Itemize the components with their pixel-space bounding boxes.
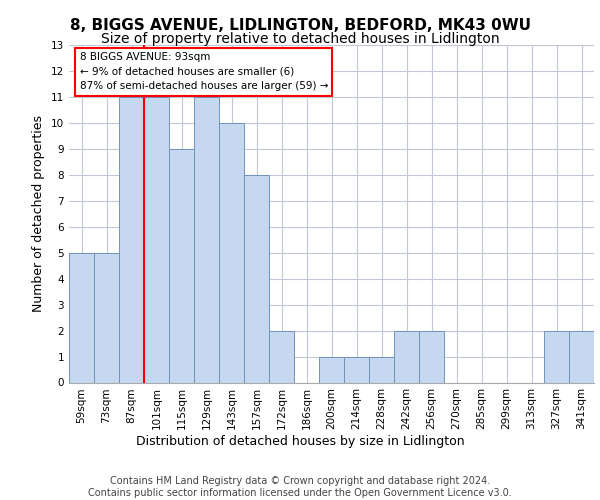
- Bar: [319, 356, 344, 382]
- Bar: [94, 252, 119, 382]
- Text: Size of property relative to detached houses in Lidlington: Size of property relative to detached ho…: [101, 32, 499, 46]
- Bar: [394, 330, 419, 382]
- Bar: [419, 330, 444, 382]
- Bar: [244, 175, 269, 382]
- Text: 8, BIGGS AVENUE, LIDLINGTON, BEDFORD, MK43 0WU: 8, BIGGS AVENUE, LIDLINGTON, BEDFORD, MK…: [70, 18, 530, 32]
- Bar: [69, 252, 94, 382]
- Bar: [219, 123, 244, 382]
- Text: Contains HM Land Registry data © Crown copyright and database right 2024.
Contai: Contains HM Land Registry data © Crown c…: [88, 476, 512, 498]
- Text: 8 BIGGS AVENUE: 93sqm
← 9% of detached houses are smaller (6)
87% of semi-detach: 8 BIGGS AVENUE: 93sqm ← 9% of detached h…: [79, 52, 328, 92]
- Bar: [119, 97, 144, 382]
- Bar: [369, 356, 394, 382]
- Bar: [144, 97, 169, 382]
- Bar: [344, 356, 369, 382]
- Bar: [569, 330, 594, 382]
- Bar: [269, 330, 294, 382]
- Bar: [194, 97, 219, 382]
- Text: Distribution of detached houses by size in Lidlington: Distribution of detached houses by size …: [136, 434, 464, 448]
- Bar: [169, 149, 194, 382]
- Y-axis label: Number of detached properties: Number of detached properties: [32, 116, 46, 312]
- Bar: [544, 330, 569, 382]
